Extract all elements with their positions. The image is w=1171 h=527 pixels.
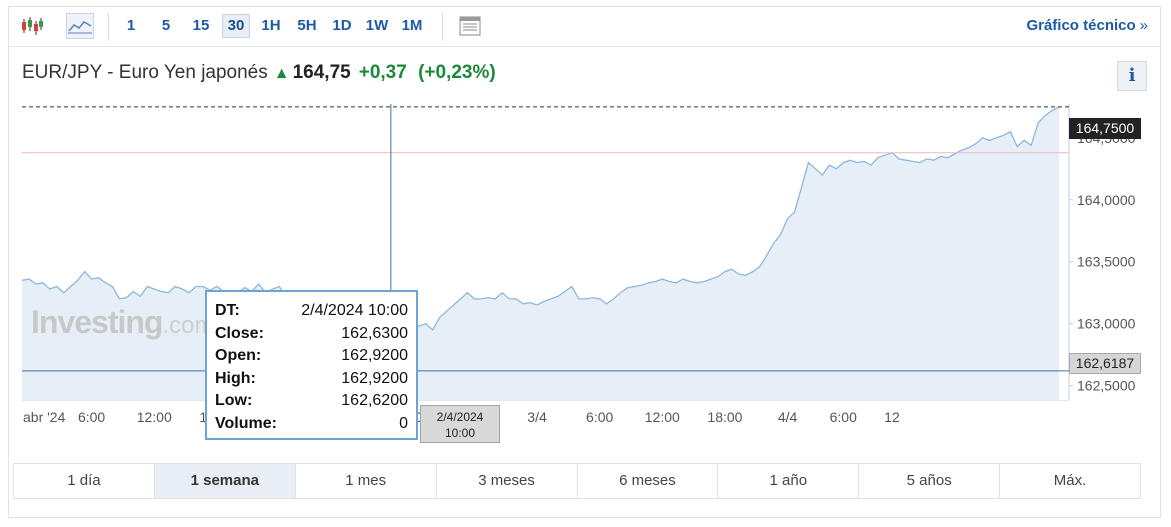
tooltip-value: 162,9200	[341, 347, 408, 364]
tooltip-value: 0	[399, 414, 408, 432]
range-1-year[interactable]: 1 año	[718, 464, 860, 498]
interval-1[interactable]: 1	[126, 17, 136, 34]
last-price: 164,75	[292, 62, 351, 83]
x-tick-label: 18:00	[707, 409, 742, 425]
x-tick-label: 4/4	[778, 409, 798, 425]
price-change: +0,37	[358, 62, 407, 83]
x-tick-label: 6:00	[78, 409, 105, 425]
price-change-percent: (+0,23%)	[418, 62, 496, 83]
tooltip-key: Close:	[215, 324, 264, 342]
y-tick-label: 164,0000	[1077, 192, 1136, 208]
toolbar-divider	[442, 13, 443, 41]
technical-chart-label: Gráfico técnico	[1026, 17, 1136, 34]
technical-chart-link[interactable]: Gráfico técnico»	[1026, 17, 1148, 34]
crosshair-price-label: 162,6187	[1069, 353, 1141, 374]
range-3-months[interactable]: 3 meses	[437, 464, 578, 498]
tooltip-key: Volume:	[215, 414, 277, 432]
price-area	[22, 106, 1059, 401]
range-max[interactable]: Máx.	[1053, 472, 1087, 489]
tooltip-row: Close: 162,6300	[215, 323, 408, 346]
arrow-up-icon: ▲	[273, 65, 290, 82]
range-1-day[interactable]: 1 día	[14, 464, 155, 498]
chart-toolbar: 1 5 15 30 1H 5H 1D 1W 1M Gráfico técnico…	[9, 7, 1160, 47]
interval-1d[interactable]: 1D	[332, 17, 352, 34]
tooltip-value: 162,9200	[341, 369, 408, 387]
range-1-month[interactable]: 1 mes	[296, 464, 437, 498]
tooltip-key: DT:	[215, 302, 240, 319]
instrument-name: EUR/JPY - Euro Yen japonés	[22, 62, 268, 83]
last-price-label: 164,7500	[1069, 118, 1141, 139]
y-tick-label: 163,0000	[1077, 316, 1136, 332]
tooltip-key: Open:	[215, 347, 262, 364]
x-tick-label: 6:00	[586, 409, 613, 425]
line-chart-icon[interactable]	[66, 13, 94, 39]
tooltip-row: DT: 2/4/2024 10:00	[215, 300, 408, 323]
range-selector: 1 día 1 semana 1 mes 3 meses 6 meses 1 a…	[13, 463, 1141, 499]
watermark-brand: Investing	[31, 304, 163, 340]
tooltip-row: Volume: 0	[215, 413, 408, 436]
range-1-week[interactable]: 1 semana	[154, 464, 296, 498]
x-tick-label: 12	[884, 409, 900, 425]
toolbar-divider	[108, 13, 109, 41]
crosshair-time: 10:00	[444, 426, 476, 440]
candlestick-icon[interactable]	[18, 13, 46, 39]
interval-1w[interactable]: 1W	[365, 17, 389, 34]
info-button[interactable]: i	[1117, 61, 1147, 91]
tooltip-key: High:	[215, 369, 256, 387]
investing-watermark-logo: Investing.com	[31, 304, 214, 341]
price-line	[21, 106, 1060, 371]
interval-5h[interactable]: 5H	[297, 17, 317, 34]
interval-1m[interactable]: 1M	[401, 17, 423, 34]
x-tick-label: 6:00	[830, 409, 857, 425]
ohlc-tooltip: DT: 2/4/2024 10:00 Close: 162,6300 Open: 16…	[205, 290, 418, 440]
crosshair-date: 2/4/2024	[436, 410, 484, 424]
instrument-header: EUR/JPY - Euro Yen japonés ▲ 164,75 +0,37 (…	[22, 62, 496, 84]
tooltip-row: Low: 162,6200	[215, 390, 408, 413]
interval-1h[interactable]: 1H	[261, 17, 281, 34]
crosshair-time-label: 2/4/2024 10:00	[420, 405, 500, 443]
range-6-months[interactable]: 6 meses	[578, 464, 719, 498]
tooltip-key: Low:	[215, 392, 253, 409]
x-tick-label: 12:00	[137, 409, 172, 425]
double-chevron-right-icon: »	[1139, 17, 1148, 34]
tooltip-value: 162,6300	[341, 324, 408, 342]
tooltip-value: 162,6200	[341, 392, 408, 409]
y-tick-label: 162,5000	[1077, 378, 1136, 394]
range-5-years[interactable]: 5 años	[859, 464, 1001, 498]
tooltip-value: 2/4/2024 10:00	[301, 302, 408, 319]
interval-30[interactable]: 30	[222, 14, 250, 38]
x-tick-label: abr '24	[23, 409, 66, 425]
y-tick-label: 163,5000	[1077, 254, 1136, 270]
table-icon[interactable]	[456, 13, 484, 39]
x-tick-label: 3/4	[527, 409, 547, 425]
x-tick-label: 12:00	[645, 409, 680, 425]
tooltip-row: Open: 162,9200	[215, 345, 408, 368]
interval-15[interactable]: 15	[192, 17, 210, 34]
interval-5[interactable]: 5	[161, 17, 171, 34]
tooltip-row: High: 162,9200	[215, 368, 408, 391]
